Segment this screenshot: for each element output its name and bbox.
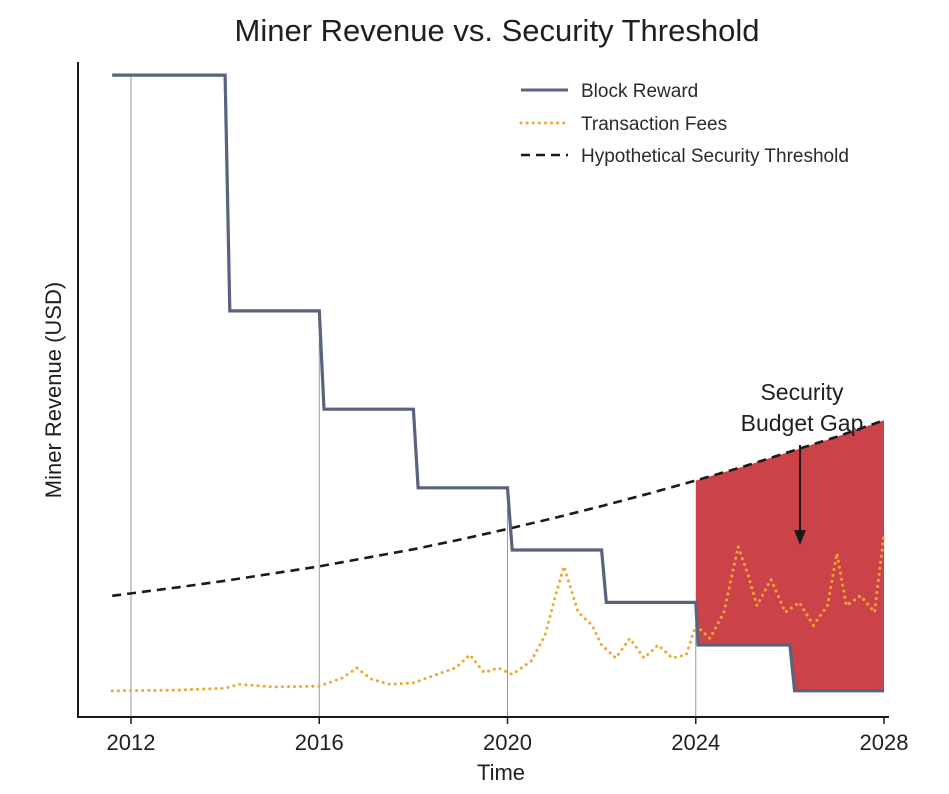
annotation-line-1: Security [760,379,844,405]
x-tick-label: 2016 [295,730,344,755]
x-tick-label: 2028 [860,730,909,755]
security-threshold-series [112,419,885,598]
x-tick-label: 2020 [483,730,532,755]
legend-label-block-reward: Block Reward [581,81,698,102]
transaction-fees-series [110,532,886,693]
x-tick-label: 2024 [671,730,720,755]
y-axis-label: Miner Revenue (USD) [41,282,66,498]
annotation-line-2: Budget Gap [741,410,864,436]
x-ticks: 2012 2016 2020 2024 2028 [107,717,909,755]
x-tick-label: 2012 [107,730,156,755]
legend: Block Reward Transaction Fees Hypothetic… [519,81,849,167]
legend-label-security-threshold: Hypothetical Security Threshold [581,146,849,167]
chart-title: Miner Revenue vs. Security Threshold [235,13,760,48]
annotation-security-budget-gap: Security Budget Gap [741,379,864,545]
gridlines [130,75,697,717]
annotation-arrow-head [794,530,806,545]
legend-label-transaction-fees: Transaction Fees [581,114,727,135]
block-reward-series [112,73,884,693]
x-axis-label: Time [477,760,525,785]
security-budget-gap-area [695,420,884,691]
